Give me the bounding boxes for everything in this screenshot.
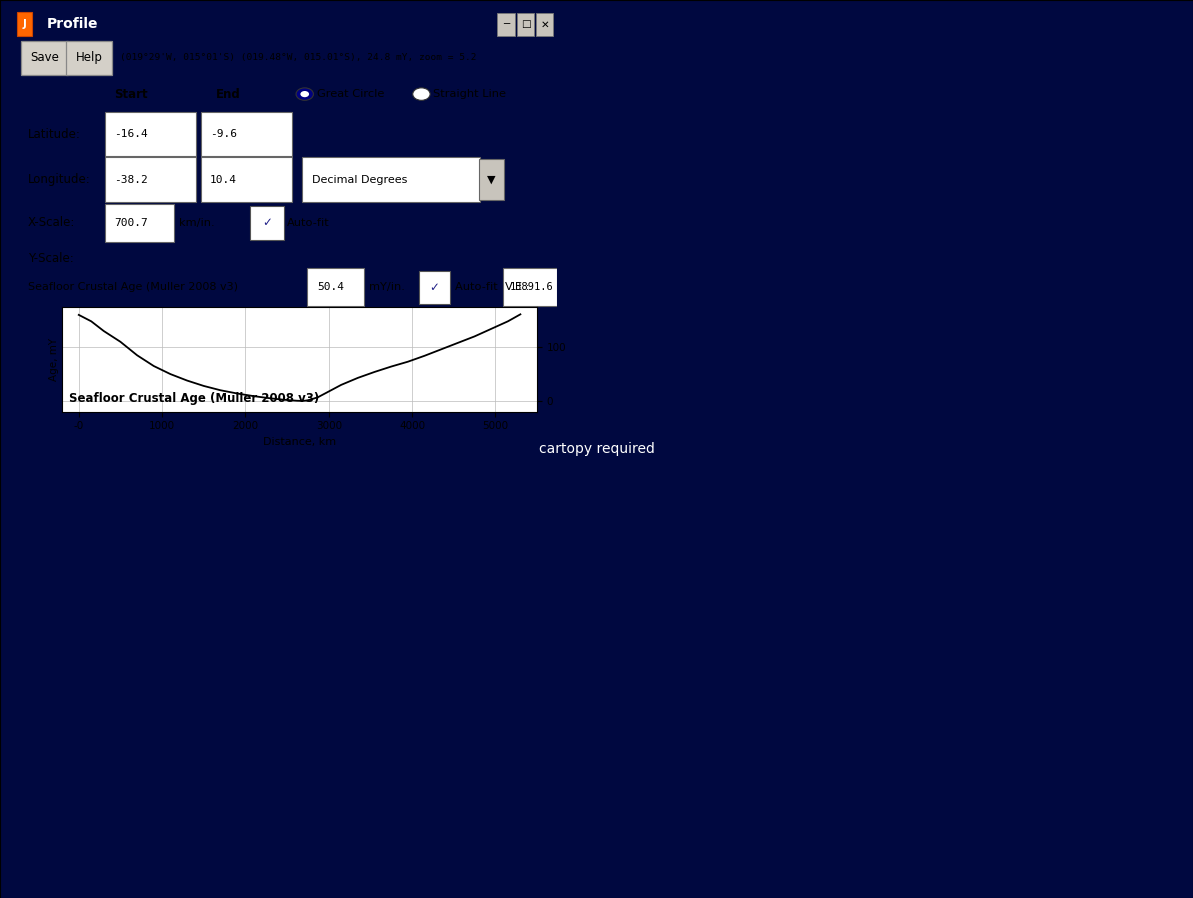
FancyBboxPatch shape bbox=[536, 13, 554, 36]
Text: mY/in.: mY/in. bbox=[369, 282, 404, 293]
Text: Auto-fit: Auto-fit bbox=[286, 218, 329, 228]
Text: ─: ─ bbox=[503, 19, 509, 30]
Text: cartopy required: cartopy required bbox=[538, 442, 655, 456]
Text: ▼: ▼ bbox=[487, 174, 496, 185]
Text: Auto-fit  V.E.:: Auto-fit V.E.: bbox=[455, 282, 528, 293]
FancyBboxPatch shape bbox=[66, 41, 112, 75]
Text: Profile: Profile bbox=[47, 17, 98, 31]
Text: 10.4: 10.4 bbox=[210, 174, 236, 185]
FancyBboxPatch shape bbox=[419, 270, 450, 304]
Text: Great Circle: Great Circle bbox=[317, 89, 384, 99]
Text: X-Scale:: X-Scale: bbox=[27, 216, 75, 229]
Text: Straight Line: Straight Line bbox=[433, 89, 506, 99]
Text: Longitude:: Longitude: bbox=[27, 173, 91, 186]
FancyBboxPatch shape bbox=[21, 41, 68, 75]
Text: Start: Start bbox=[115, 88, 148, 101]
Text: -38.2: -38.2 bbox=[115, 174, 148, 185]
FancyBboxPatch shape bbox=[200, 157, 292, 202]
Text: Seafloor Crustal Age (Muller 2008 v3): Seafloor Crustal Age (Muller 2008 v3) bbox=[69, 392, 320, 406]
Text: -16.4: -16.4 bbox=[115, 129, 148, 139]
FancyBboxPatch shape bbox=[503, 269, 557, 306]
Text: 50.4: 50.4 bbox=[317, 282, 345, 293]
Text: km/in.: km/in. bbox=[179, 218, 215, 228]
FancyBboxPatch shape bbox=[105, 157, 196, 202]
Text: Help: Help bbox=[75, 51, 103, 65]
FancyBboxPatch shape bbox=[308, 269, 364, 306]
Circle shape bbox=[301, 91, 309, 97]
Text: J: J bbox=[23, 19, 26, 30]
Text: Decimal Degrees: Decimal Degrees bbox=[311, 174, 407, 185]
FancyBboxPatch shape bbox=[478, 160, 503, 200]
FancyBboxPatch shape bbox=[17, 13, 32, 36]
Text: ✕: ✕ bbox=[540, 19, 549, 30]
Text: (019°29'W, 015°01'S) (019.48°W, 015.01°S), 24.8 mY, zoom = 5.2: (019°29'W, 015°01'S) (019.48°W, 015.01°S… bbox=[120, 54, 477, 63]
Text: Y-Scale:: Y-Scale: bbox=[27, 252, 74, 265]
Text: 700.7: 700.7 bbox=[115, 218, 148, 228]
X-axis label: Distance, km: Distance, km bbox=[262, 437, 336, 447]
FancyBboxPatch shape bbox=[497, 13, 515, 36]
Text: 13891.6: 13891.6 bbox=[509, 282, 554, 293]
Text: Seafloor Crustal Age (Muller 2008 v3): Seafloor Crustal Age (Muller 2008 v3) bbox=[27, 282, 237, 293]
Text: □: □ bbox=[521, 19, 531, 30]
Text: ✓: ✓ bbox=[429, 281, 439, 294]
Circle shape bbox=[296, 88, 314, 101]
FancyBboxPatch shape bbox=[200, 112, 292, 156]
Text: Save: Save bbox=[30, 51, 58, 65]
Text: Latitude:: Latitude: bbox=[27, 128, 81, 141]
FancyBboxPatch shape bbox=[105, 204, 174, 242]
FancyBboxPatch shape bbox=[302, 157, 480, 202]
FancyBboxPatch shape bbox=[251, 206, 284, 240]
Text: End: End bbox=[216, 88, 241, 101]
FancyBboxPatch shape bbox=[105, 112, 196, 156]
Circle shape bbox=[413, 88, 431, 101]
Text: ✓: ✓ bbox=[262, 216, 272, 229]
Text: -9.6: -9.6 bbox=[210, 129, 236, 139]
FancyBboxPatch shape bbox=[517, 13, 534, 36]
Y-axis label: Age, mY: Age, mY bbox=[49, 338, 60, 381]
